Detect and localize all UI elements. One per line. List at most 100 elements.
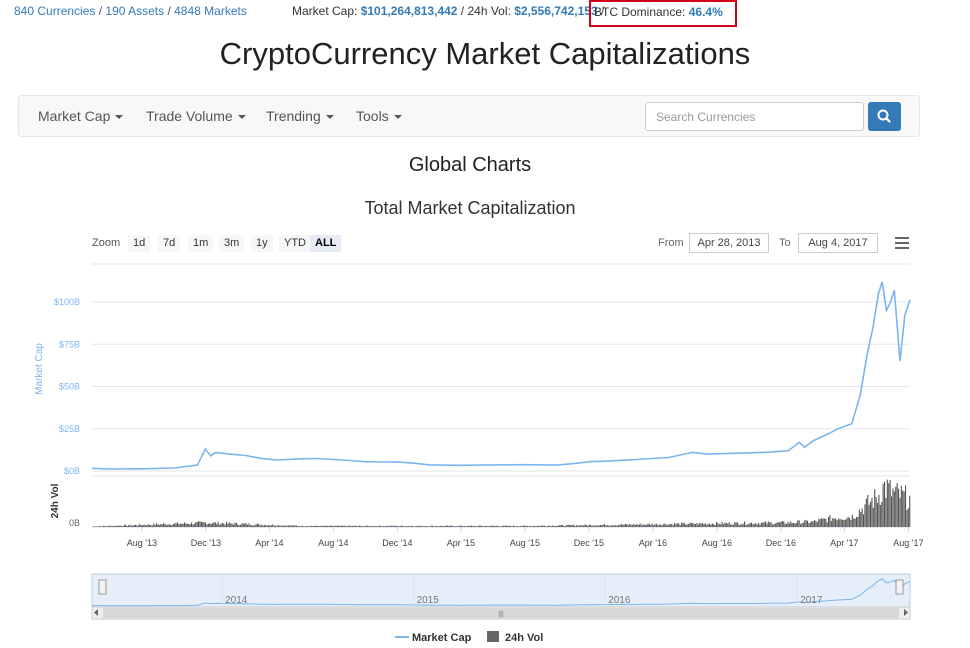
volume-bar: [200, 521, 202, 527]
volume-bar: [781, 521, 783, 527]
volume-bar: [683, 522, 685, 527]
volume-bar: [266, 525, 268, 527]
zoom-all-button[interactable]: ALL: [310, 235, 342, 252]
nav-tools-dropdown[interactable]: Tools: [356, 108, 402, 124]
volume-bar: [367, 525, 369, 527]
volume-bar: [602, 524, 604, 527]
navigator-window[interactable]: [91, 573, 911, 608]
x-tick-label: Dec '14: [382, 538, 412, 548]
volume-bar: [472, 525, 474, 527]
hamburger-menu-icon[interactable]: [895, 237, 909, 249]
markets-link[interactable]: 4848 Markets: [174, 4, 247, 18]
volume-bar: [539, 526, 541, 527]
volume-bar: [871, 497, 873, 527]
nav-trending-dropdown[interactable]: Trending: [266, 108, 334, 124]
volume-bar: [653, 525, 655, 527]
volume-bar: [906, 510, 908, 527]
navigator[interactable]: 2014 2015 2016 2017 |||: [91, 573, 911, 620]
volume-bar: [791, 523, 793, 527]
volume-bar: [112, 525, 114, 527]
zoom-3m-button[interactable]: 3m: [219, 235, 245, 252]
volume-bar: [237, 524, 239, 527]
navigator-left-handle[interactable]: [98, 579, 107, 595]
volume-series-bars: [93, 479, 911, 527]
scroll-left-arrow-icon[interactable]: [94, 609, 98, 616]
volume-bar: [529, 525, 531, 527]
volume-bar: [336, 525, 338, 527]
scroll-right-arrow-icon[interactable]: [904, 609, 908, 616]
volume-bar: [814, 520, 816, 527]
scrollbar-thumb[interactable]: [103, 608, 899, 618]
volume-bar: [606, 525, 608, 527]
zoom-1d-button[interactable]: 1d: [128, 235, 151, 252]
volume-bar: [440, 525, 442, 527]
volume-bar: [627, 524, 629, 527]
nav-trade-volume-dropdown[interactable]: Trade Volume: [146, 108, 246, 124]
legend-24h-vol[interactable]: 24h Vol: [505, 632, 543, 644]
navigator-year-label: 2016: [608, 595, 631, 606]
global-stats-bar: 840 Currencies / 190 Assets / 4848 Marke…: [0, 0, 970, 27]
volume-bar: [595, 525, 597, 527]
volume-bar: [597, 525, 599, 527]
volume-bar: [431, 525, 433, 527]
volume-bar: [654, 524, 656, 527]
volume-bar: [426, 526, 428, 527]
volume-bar: [108, 525, 110, 527]
x-tick-label: Aug '14: [318, 538, 348, 548]
volume-bar: [604, 524, 606, 527]
from-date-input[interactable]: Apr 28, 2013: [689, 233, 769, 253]
volume-bar: [693, 524, 695, 527]
volume-bar: [395, 525, 397, 527]
search-button[interactable]: [868, 102, 901, 131]
volume-bar: [634, 525, 636, 527]
volume-bar: [345, 526, 347, 527]
main-navbar: Market Cap Trade Volume Trending Tools: [18, 95, 920, 137]
to-date-input[interactable]: Aug 4, 2017: [798, 233, 878, 253]
volume-bar: [555, 526, 557, 527]
volume-bar: [662, 524, 664, 527]
volume-bar: [216, 523, 218, 527]
volume-bar: [737, 522, 739, 527]
zoom-1m-button[interactable]: 1m: [188, 235, 214, 252]
volume-bar: [116, 526, 118, 527]
volume-bar: [879, 505, 881, 527]
volume-bar: [324, 525, 326, 527]
currencies-link[interactable]: 840 Currencies: [14, 4, 96, 18]
market-stats: Market Cap: $101,264,813,442 / 24h Vol: …: [292, 4, 605, 18]
volume-bar: [550, 526, 552, 527]
grid-lines: [92, 263, 910, 472]
legend-market-cap[interactable]: Market Cap: [412, 632, 472, 644]
volume-bar: [881, 501, 883, 527]
volume-bar: [644, 524, 646, 527]
volume-bar: [160, 524, 162, 527]
volume-bar: [221, 523, 223, 527]
zoom-7d-button[interactable]: 7d: [158, 235, 181, 252]
volume-bar: [506, 525, 508, 527]
volume-bar: [234, 522, 236, 527]
zoom-1y-button[interactable]: 1y: [251, 235, 273, 252]
nav-item-label: Tools: [356, 108, 389, 124]
volume-bar: [466, 526, 468, 527]
volume-bar: [571, 525, 573, 527]
to-label: To: [779, 237, 791, 249]
volume-bar: [319, 526, 321, 527]
volume-bar: [389, 526, 391, 527]
volume-bar: [718, 524, 720, 527]
site-title: CryptoCurrency Market Capitalizations: [219, 36, 751, 71]
volume-bar: [562, 525, 564, 527]
volume-bar: [689, 522, 691, 527]
volume-bar: [780, 521, 782, 527]
volume-bar: [819, 519, 821, 527]
navigator-right-handle[interactable]: [895, 579, 904, 595]
search-input[interactable]: [645, 102, 864, 131]
volume-bar: [500, 526, 502, 527]
volume-bar: [623, 524, 625, 527]
volume-bar: [189, 524, 191, 527]
navigator-year-label: 2015: [417, 595, 440, 606]
assets-link[interactable]: 190 Assets: [105, 4, 165, 18]
volume-bar: [583, 525, 585, 527]
nav-market-cap-dropdown[interactable]: Market Cap: [38, 108, 124, 124]
volume-bar: [665, 524, 667, 527]
zoom-ytd-button[interactable]: YTD: [279, 235, 311, 252]
volume-bar: [487, 526, 489, 527]
